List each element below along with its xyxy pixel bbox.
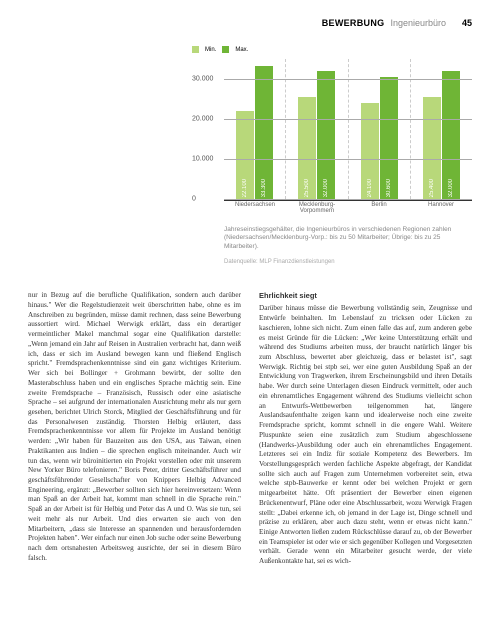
x-tick-label: Berlin xyxy=(348,202,410,214)
y-tick-label: 30.000 xyxy=(192,76,213,83)
body-para-right: Darüber hinaus müsse die Bewerbung volls… xyxy=(259,304,472,566)
bar-max: 33.300 xyxy=(255,66,273,199)
y-tick-label: 0 xyxy=(192,196,196,203)
gridline xyxy=(224,119,472,120)
bar-value-label: 32.000 xyxy=(448,177,454,199)
page-number: 45 xyxy=(462,18,472,28)
bar-max: 30.600 xyxy=(380,77,398,199)
legend-swatch-max xyxy=(222,46,229,53)
gridline xyxy=(224,199,472,200)
bar-group: 25.500 32.000 xyxy=(285,59,347,199)
bar-value-label: 32.000 xyxy=(323,177,329,199)
running-head: BEWERBUNG xyxy=(322,18,385,28)
bar-group: 24.100 30.600 xyxy=(348,59,410,199)
bar-max: 32.000 xyxy=(317,71,335,199)
bar-value-label: 25.500 xyxy=(304,177,310,199)
chart-container: Min. Max. 22.100 33.300 25.500 32.000 24.100… xyxy=(28,46,472,265)
subheading: Ehrlichkeit siegt xyxy=(259,291,472,301)
bar-value-label: 24.100 xyxy=(367,177,373,199)
bar-value-label: 33.300 xyxy=(261,177,267,199)
gridline xyxy=(224,79,472,80)
article-body: nur in Bezug auf die berufliche Qualifik… xyxy=(28,291,472,567)
bar-value-label: 30.600 xyxy=(386,177,392,199)
bar-min: 24.100 xyxy=(361,103,379,199)
chart-legend: Min. Max. xyxy=(192,46,472,53)
bar-min: 25.400 xyxy=(423,97,441,199)
x-axis-line xyxy=(224,200,472,201)
y-tick-label: 10.000 xyxy=(192,156,213,163)
x-tick-label: Mecklenburg-Vorpommern xyxy=(286,202,348,214)
bar-value-label: 25.400 xyxy=(429,177,435,199)
body-para-left: nur in Bezug auf die berufliche Qualifik… xyxy=(28,291,241,563)
chart-source: Datenquelle: MLP Finanzdienstleistungen xyxy=(224,259,472,265)
x-tick-label: Niedersachsen xyxy=(224,202,286,214)
salary-bar-chart: Min. Max. 22.100 33.300 25.500 32.000 24.100… xyxy=(192,46,472,265)
page-header: BEWERBUNG Ingenieurbüro 45 xyxy=(28,18,472,28)
chart-bars: 22.100 33.300 25.500 32.000 24.100 30.600 25.4… xyxy=(224,59,472,199)
column-right: Ehrlichkeit siegt Darüber hinaus müsse d… xyxy=(259,291,472,567)
bar-min: 25.500 xyxy=(298,97,316,199)
bar-group: 22.100 33.300 xyxy=(224,59,285,199)
bar-min: 22.100 xyxy=(236,111,254,199)
legend-swatch-min xyxy=(192,46,199,53)
y-tick-label: 20.000 xyxy=(192,116,213,123)
legend-label-min: Min. xyxy=(205,47,216,53)
column-left: nur in Bezug auf die berufliche Qualifik… xyxy=(28,291,241,567)
header-subject: Ingenieurbüro xyxy=(390,18,446,28)
legend-label-max: Max. xyxy=(235,47,248,53)
bar-value-label: 22.100 xyxy=(242,177,248,199)
x-tick-label: Hannover xyxy=(410,202,472,214)
gridline xyxy=(224,159,472,160)
x-axis-labels: NiedersachsenMecklenburg-VorpommernBerli… xyxy=(224,202,472,214)
bar-group: 25.400 32.000 xyxy=(410,59,472,199)
chart-plot-area: 22.100 33.300 25.500 32.000 24.100 30.600 25.4… xyxy=(192,59,472,199)
bar-max: 32.000 xyxy=(442,71,460,199)
chart-caption: Jahreseinstiegsgehälter, die Ingenieurbü… xyxy=(224,226,472,251)
